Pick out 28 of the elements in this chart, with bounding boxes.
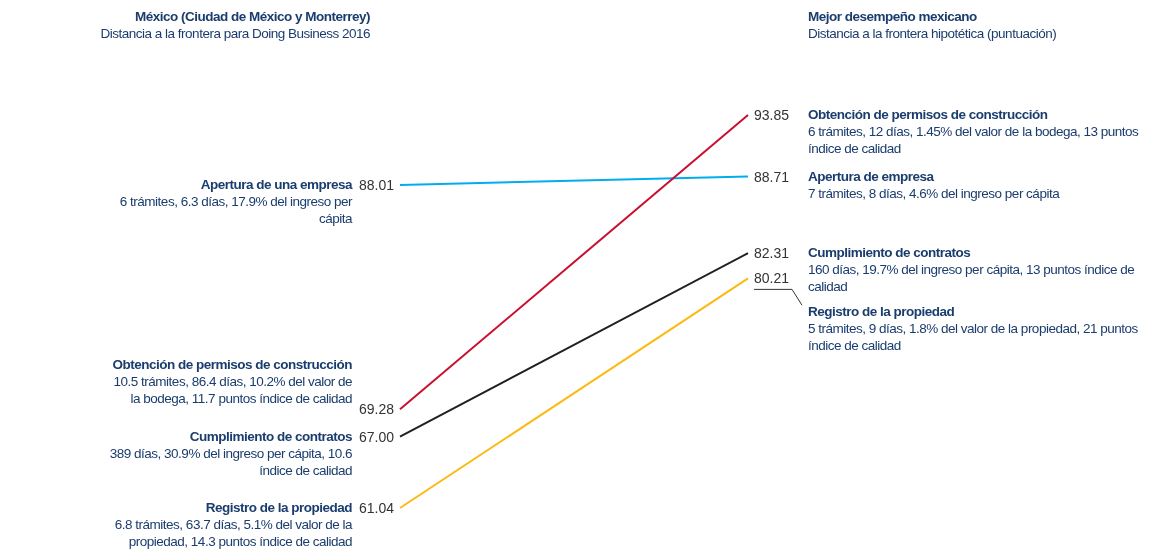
data-label: 88.71 (754, 168, 790, 185)
annotation: Apertura de una empresa (199, 175, 352, 193)
annotation: 160 días, 19.7% del ingreso per cápita, 13 puntos índice de calidad (808, 261, 1136, 296)
annotation: 6 trámites, 6.3 días, 17.9% del ingreso per cápita (118, 192, 352, 227)
data-label: 88.01 (358, 176, 395, 193)
annotation: 389 días, 30.9% del ingreso per cápita, 10.6 índice de calidad (108, 444, 352, 479)
annotation: Obtención de permisos de construcción (808, 106, 1049, 123)
chart-title: México (Ciudad de México y Monterrey) (133, 8, 370, 25)
data-label: 93.85 (754, 107, 790, 123)
annotation: 6 trámites, 12 días, 1.45% del valor de la bodega, 13 puntos índice de calidad (808, 123, 1140, 157)
annotation: Cumplimiento de contratos (188, 427, 352, 445)
text: 6.8 trámites, 63.7 días, 5.1% del valor de la propiedad, 14.3 puntos índice de calidad (113, 516, 352, 550)
data-label: 61.04 (358, 500, 395, 516)
text: Distancia a la frontera hipotética (puntuación) (808, 25, 1058, 42)
data-label: 69.28 (358, 401, 395, 418)
annotation: 7 trámites, 8 días, 4.6% del ingreso per cápita (808, 184, 1061, 202)
data-label: 67.00 (358, 428, 395, 445)
data-label: 82.31 (754, 245, 790, 262)
annotation: Obtención de permisos de construcción (111, 355, 352, 373)
annotation: 5 trámites, 9 días, 1.8% del valor de la propiedad, 21 puntos índice de calidad (808, 320, 1139, 355)
annotation: Registro de la propiedad (204, 499, 352, 516)
text: Mejor desempeño mexicano (808, 8, 978, 25)
annotation: Apertura de empresa (808, 167, 935, 185)
chart-subtitle: Distancia a la frontera para Doing Business 2016 (99, 25, 370, 42)
data-label: 80.21 (754, 270, 790, 287)
annotation: Cumplimiento de contratos (808, 244, 972, 262)
annotation: 10.5 trámites, 86.4 días, 10.2% del valor de la bodega, 11.7 puntos índice de calidad (112, 372, 352, 407)
annotation: Registro de la propiedad (808, 303, 956, 321)
